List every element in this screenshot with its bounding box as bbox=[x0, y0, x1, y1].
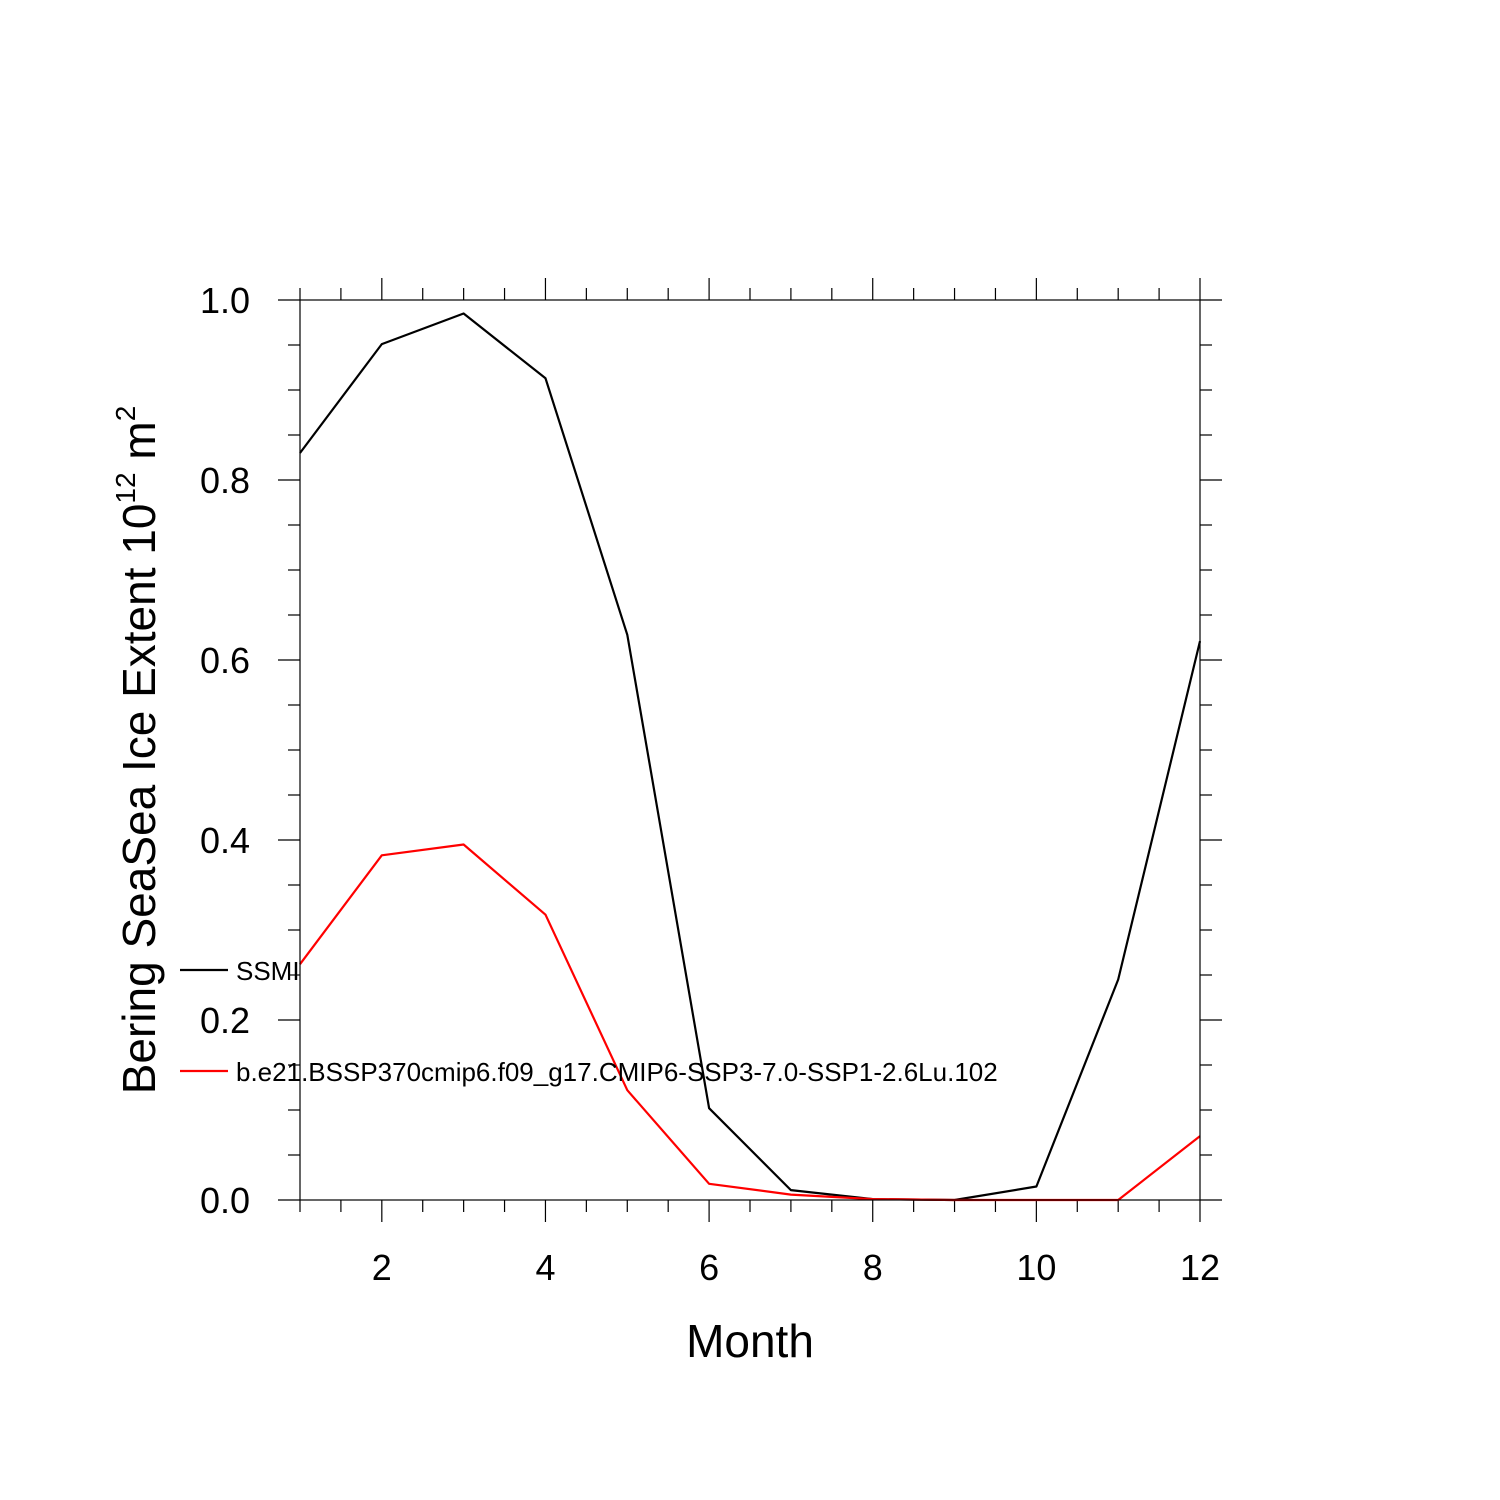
legend-label-2: b.e21.BSSP370cmip6.f09_g17.CMIP6-SSP3-7.… bbox=[236, 1057, 998, 1087]
y-axis-title-unit-exponent: 2 bbox=[110, 406, 141, 422]
tick-labels: 2 4 6 8 10 12 0.0 0.2 0.4 0.6 0.8 1.0 bbox=[200, 280, 1220, 1288]
x-tick-label: 8 bbox=[863, 1247, 883, 1288]
y-axis-title-text: Bering SeaSea Ice Extent 10 bbox=[113, 504, 165, 1095]
x-tick-label: 12 bbox=[1180, 1247, 1220, 1288]
x-tick-label: 2 bbox=[372, 1247, 392, 1288]
y-tick-label: 0.8 bbox=[200, 460, 250, 501]
x-tick-label: 4 bbox=[535, 1247, 555, 1288]
x-axis-title: Month bbox=[686, 1315, 814, 1367]
x-tick-label: 10 bbox=[1016, 1247, 1056, 1288]
plot-frame bbox=[299, 299, 1201, 1201]
legend: SSMI b.e21.BSSP370cmip6.f09_g17.CMIP6-SSP… bbox=[180, 956, 998, 1087]
axis-ticks bbox=[278, 278, 1222, 1222]
y-tick-label: 0.0 bbox=[200, 1180, 250, 1221]
x-tick-label: 6 bbox=[699, 1247, 719, 1288]
y-tick-label: 1.0 bbox=[200, 280, 250, 321]
y-axis-title: Bering SeaSea Ice Extent 1012 m2 bbox=[110, 406, 165, 1095]
y-tick-label: 0.6 bbox=[200, 640, 250, 681]
y-axis-title-unit: m bbox=[113, 421, 165, 472]
series-line-1 bbox=[299, 312, 1202, 1202]
y-axis-title-exponent: 12 bbox=[110, 472, 141, 503]
legend-label-1: SSMI bbox=[236, 956, 300, 986]
y-tick-label: 0.4 bbox=[200, 820, 250, 861]
y-tick-label: 0.2 bbox=[200, 1000, 250, 1041]
